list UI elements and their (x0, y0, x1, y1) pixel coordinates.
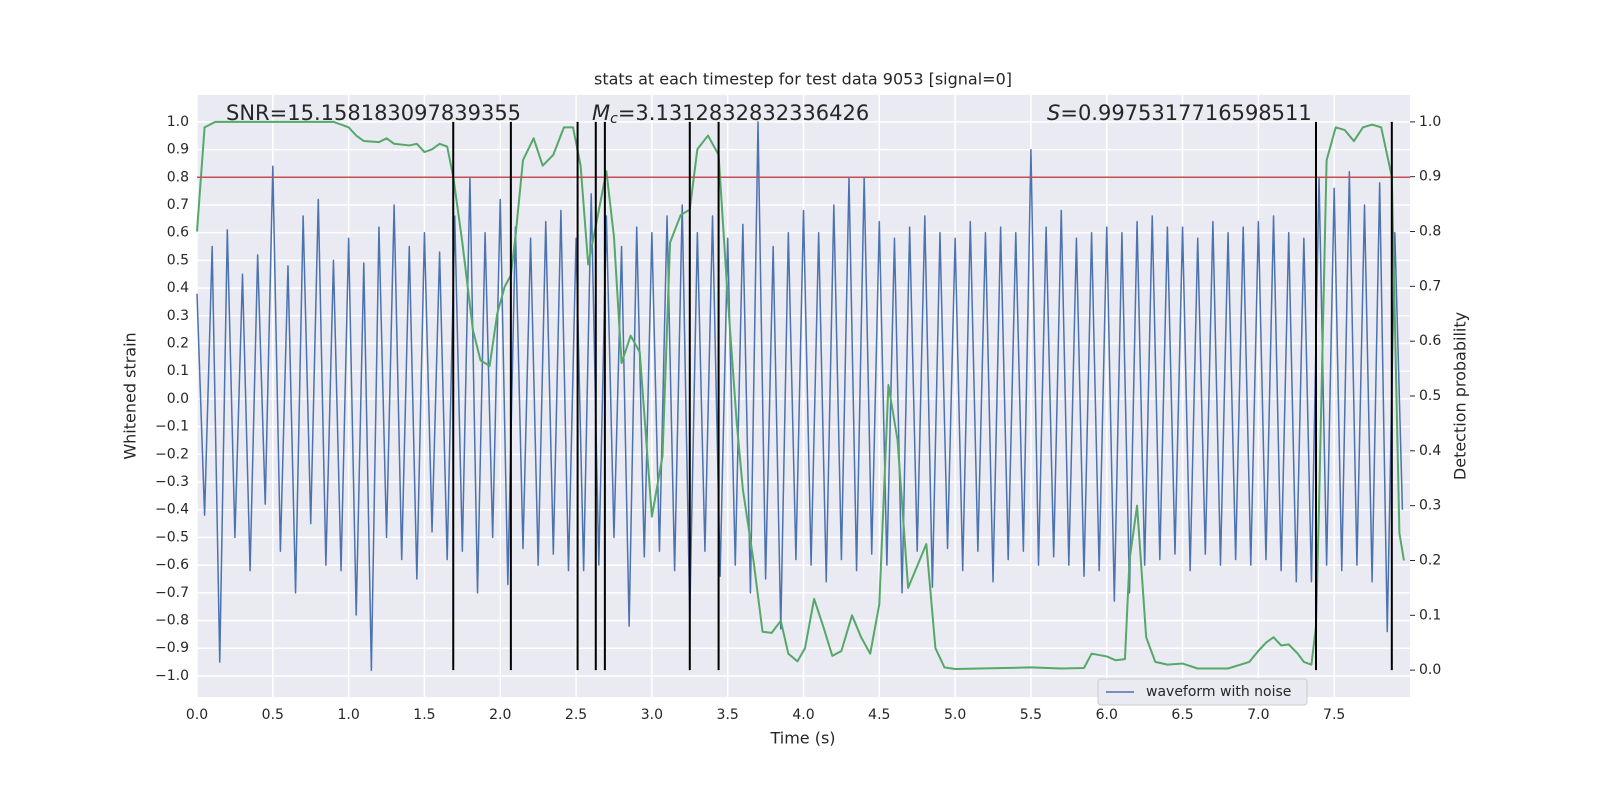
x-tick-label: 3.0 (641, 707, 663, 723)
annotation: Mc=3.1312832832336426 (592, 101, 869, 127)
annotation-symbol: M (592, 101, 610, 125)
x-tick-label: 2.5 (565, 707, 587, 723)
y-tick-label: −0.5 (155, 529, 189, 545)
x-tick-label: 6.0 (1096, 707, 1118, 723)
y-tick-label: 0.2 (167, 336, 189, 352)
x-axis-label: Time (s) (769, 729, 835, 748)
y2-tick-label: 0.7 (1419, 278, 1441, 294)
x-tick-label: 4.5 (868, 707, 890, 723)
y-tick-label: 0.7 (167, 197, 189, 213)
x-tick-label: 3.5 (717, 707, 739, 723)
x-tick-label: 1.0 (337, 707, 359, 723)
y-tick-label: −0.4 (155, 502, 189, 518)
y2-tick-label: 0.0 (1419, 662, 1441, 678)
waveform-line (196, 121, 1404, 672)
x-tick-label: 5.5 (1020, 707, 1042, 723)
annotation: S=0.9975317716598511 (1047, 101, 1312, 125)
y-tick-label: 0.1 (167, 363, 189, 379)
y2-tick-label: 0.4 (1419, 443, 1441, 459)
chart-title: stats at each timestep for test data 905… (594, 70, 1012, 89)
y2-tick-label: 0.6 (1419, 333, 1441, 349)
y-tick-label: 1.0 (167, 114, 189, 130)
probability-line (196, 120, 1405, 671)
y-axis-label: Whitened strain (121, 332, 140, 459)
y-tick-label: 0.4 (167, 280, 189, 296)
y-tick-label: 0.9 (167, 142, 189, 158)
annotations: SNR=15.158183097839355 Mc=3.1312832832336… (226, 101, 1312, 127)
y-tick-label: 0.5 (167, 252, 189, 268)
legend-label: waveform with noise (1146, 684, 1291, 700)
x-tick-label: 4.0 (792, 707, 814, 723)
y-tick-label: −0.9 (155, 640, 189, 656)
x-tick-label: 7.5 (1323, 707, 1345, 723)
y2-tick-label: 0.9 (1419, 169, 1441, 185)
y-tick-label: −0.2 (155, 446, 189, 462)
x-tick-label: 1.5 (413, 707, 435, 723)
annotation-text: SNR=15.158183097839355 (226, 101, 521, 125)
annotation: SNR=15.158183097839355 (226, 101, 521, 125)
x-tick-label: 5.0 (944, 707, 966, 723)
y-tick-label: −0.8 (155, 613, 189, 629)
y2-tick-label: 0.8 (1419, 224, 1441, 240)
legend: waveform with noise (1097, 678, 1308, 706)
y2-axis-label: Detection probability (1451, 312, 1470, 480)
annotation-symbol: S (1047, 101, 1060, 125)
y2-tick-label: 0.3 (1419, 498, 1441, 514)
y-tick-label: −0.7 (155, 585, 189, 601)
y2-tick-label: 0.5 (1419, 388, 1441, 404)
y-tick-label: 0.3 (167, 308, 189, 324)
y2-tick-label: 1.0 (1419, 114, 1441, 130)
y-tick-label: 0.8 (167, 169, 189, 185)
x-tick-label: 7.0 (1247, 707, 1269, 723)
y2-tick-label: 0.2 (1419, 552, 1441, 568)
x-tick-label: 6.5 (1171, 707, 1193, 723)
y-tick-label: 0.0 (167, 391, 189, 407)
y-tick-label: 0.6 (167, 225, 189, 241)
y-tick-label: −0.3 (155, 474, 189, 490)
annotation-text: =3.1312832832336426 (618, 101, 869, 125)
y-tick-label: −0.1 (155, 419, 189, 435)
annotation-text: =0.9975317716598511 (1060, 101, 1311, 125)
legend-box (1097, 678, 1308, 706)
y2-tick-label: 0.1 (1419, 607, 1441, 623)
x-tick-label: 2.0 (489, 707, 511, 723)
y-tick-label: −1.0 (155, 668, 189, 684)
marks (196, 120, 1410, 672)
annotation-subscript: c (610, 111, 618, 127)
y-tick-label: −0.6 (155, 557, 189, 573)
x-tick-label: 0.5 (262, 707, 284, 723)
x-tick-label: 0.0 (186, 707, 208, 723)
